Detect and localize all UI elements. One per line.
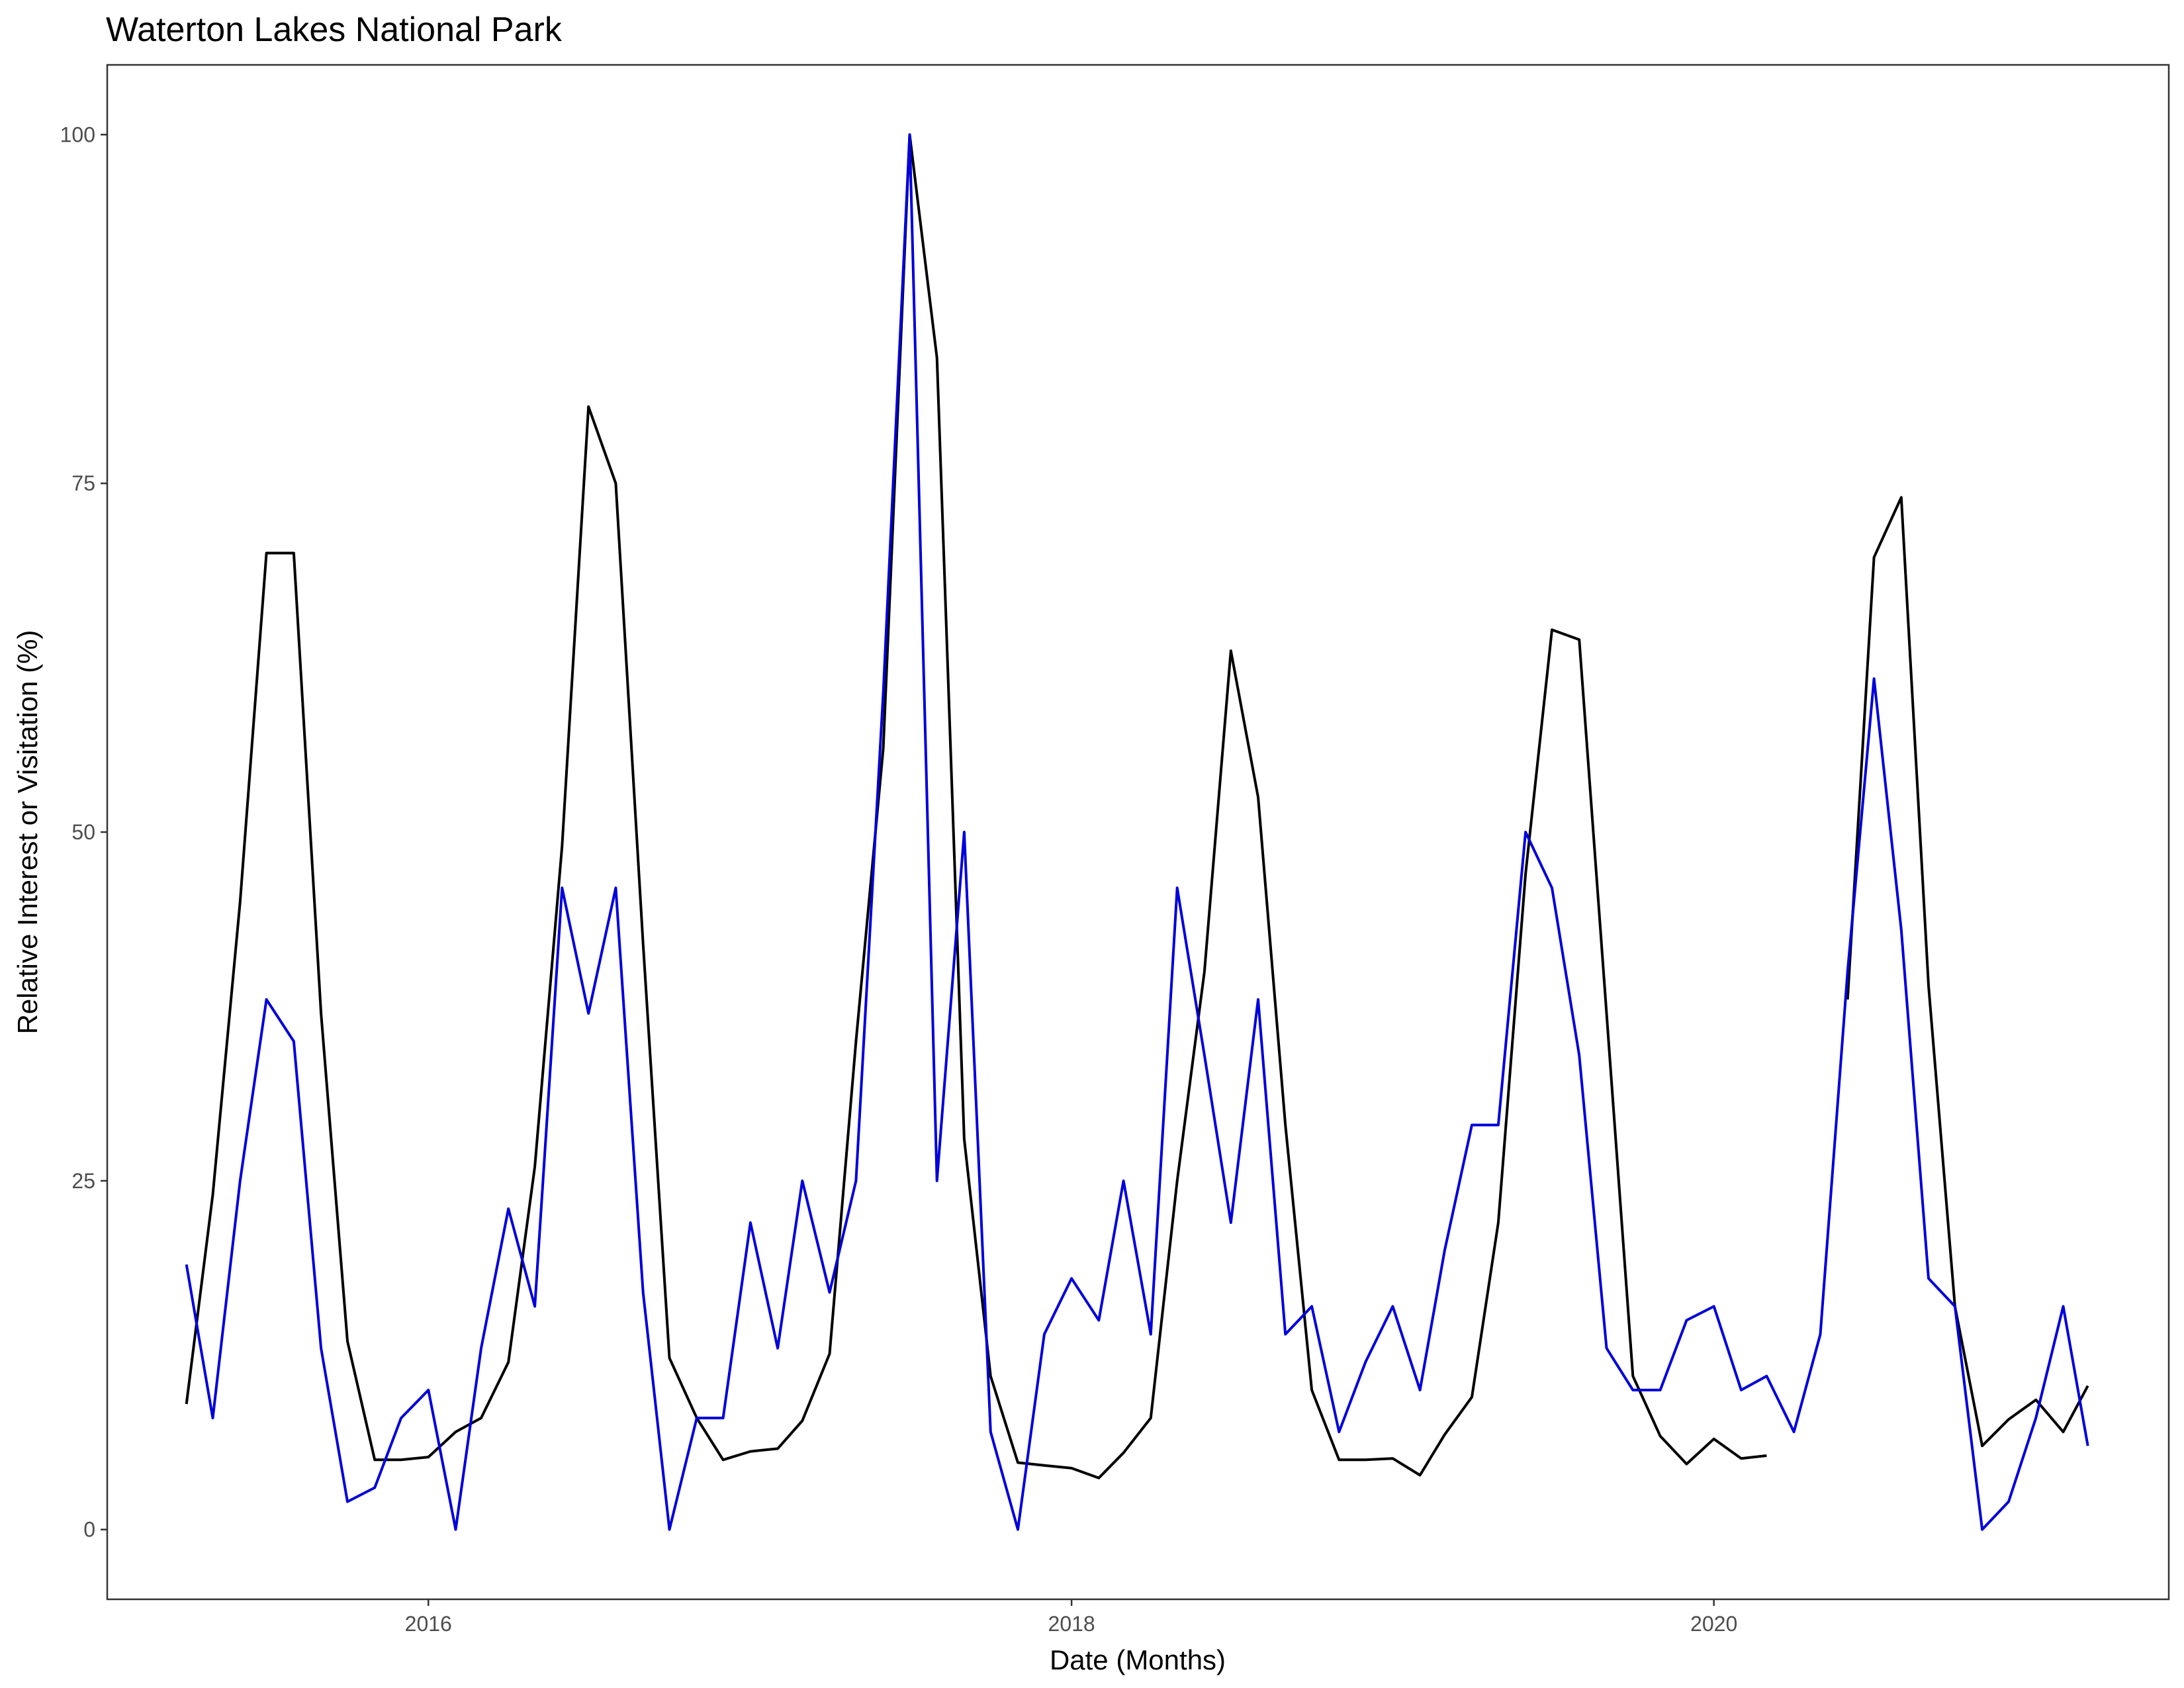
plot-panel <box>106 64 2170 1601</box>
x-axis-title: Date (Months) <box>1050 1644 1226 1675</box>
series-line-1 <box>1846 496 2089 1448</box>
y-axis: 0 25 50 75 100 <box>60 122 107 1542</box>
y-tick-label: 0 <box>83 1518 95 1542</box>
y-tick-label: 100 <box>60 122 95 146</box>
series-layer <box>185 133 2089 1531</box>
chart-title: Waterton Lakes National Park <box>106 11 563 49</box>
series-line-2 <box>185 133 2089 1531</box>
y-tick-label: 25 <box>71 1169 95 1193</box>
x-tick-label: 2020 <box>1690 1612 1737 1636</box>
y-axis-title: Relative Interest or Visitation (%) <box>12 630 43 1035</box>
series-line-0 <box>185 133 1767 1479</box>
y-tick-label: 50 <box>71 820 95 844</box>
x-tick-label: 2016 <box>405 1612 452 1636</box>
x-axis: 2016 2018 2020 <box>405 1599 1737 1636</box>
x-tick-label: 2018 <box>1048 1612 1095 1636</box>
y-tick-label: 75 <box>71 471 95 495</box>
